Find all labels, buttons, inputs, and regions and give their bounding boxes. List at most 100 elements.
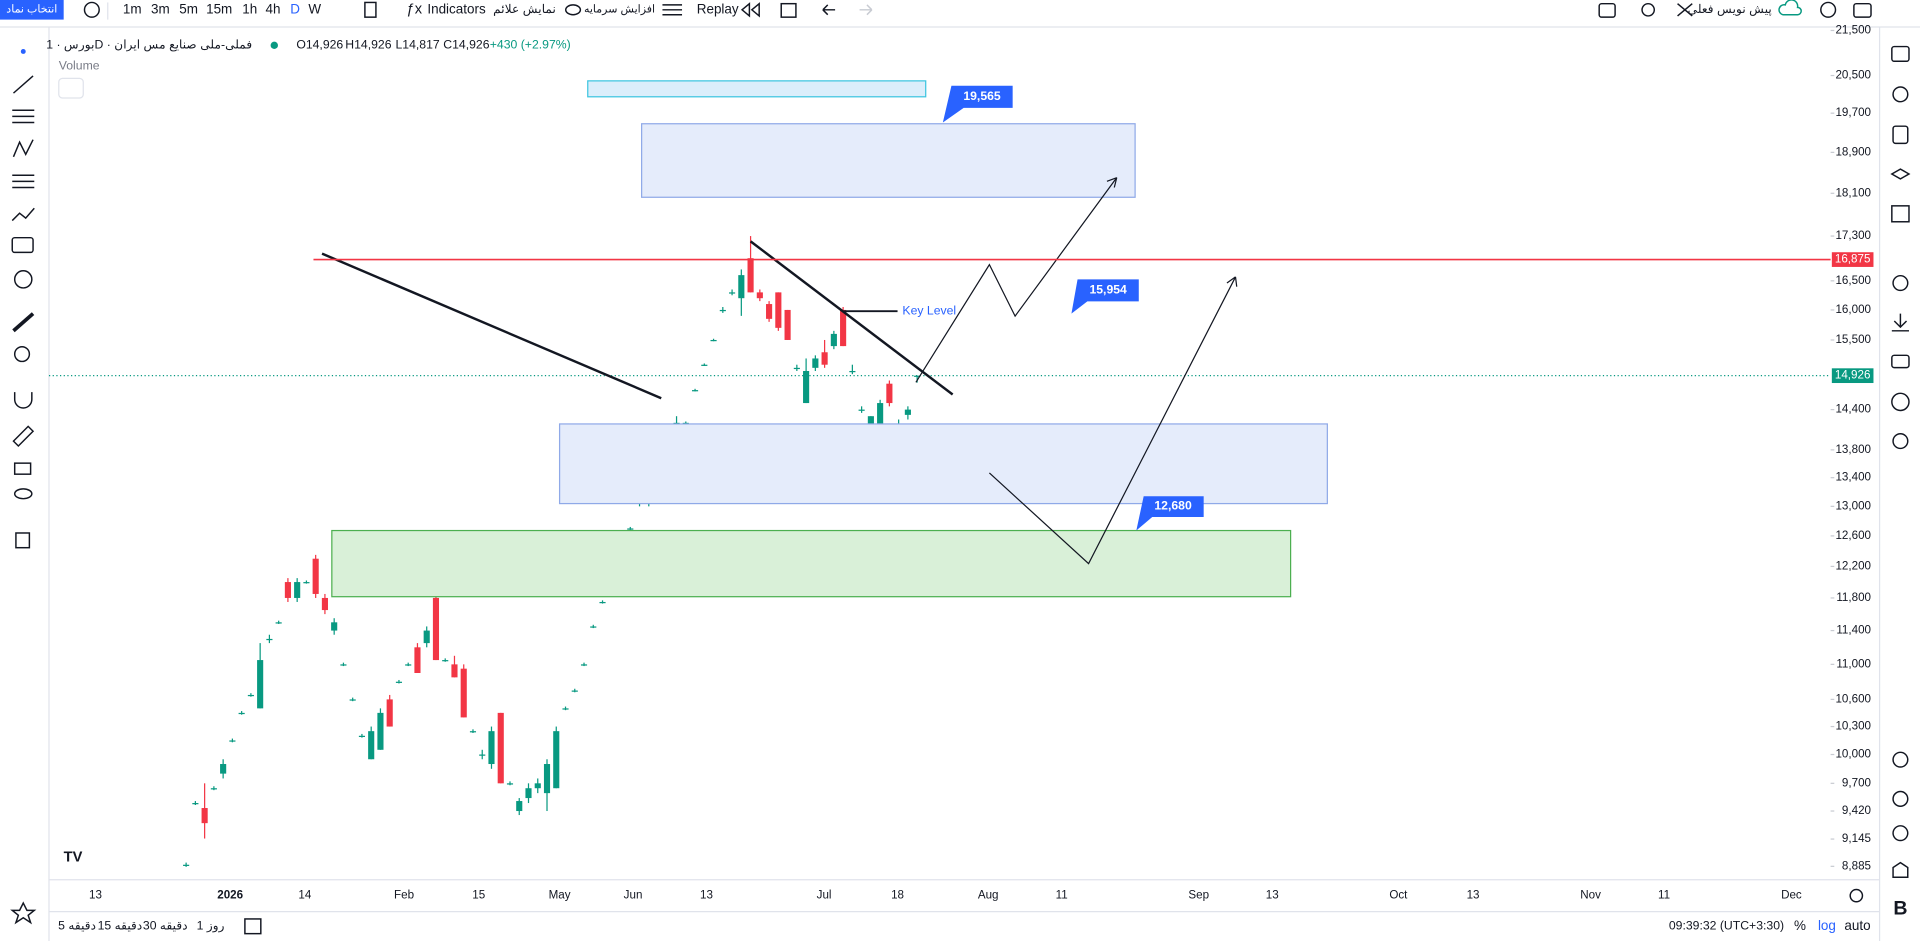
news-button[interactable] [1892,125,1909,145]
range-button[interactable]: 1 روز [197,919,225,933]
y-tick-label: 9,420 [1842,804,1872,817]
hide-tool[interactable] [13,488,33,500]
support-button[interactable] [1892,790,1909,807]
log-toggle[interactable]: log [1818,918,1836,933]
settings-button[interactable] [1820,1,1837,18]
candle-body [294,582,301,598]
chat-button[interactable] [1892,751,1909,768]
fib-tool[interactable] [12,109,35,124]
price-tag [1831,368,1874,384]
axis-settings[interactable] [1849,888,1864,903]
ruler-tool[interactable] [12,312,35,333]
brand-icon: B [1893,897,1907,919]
trend-line-tool[interactable] [12,75,34,94]
interval-button[interactable]: D [290,1,300,16]
candle-body [488,731,495,765]
zoom-tool[interactable] [13,346,31,363]
settings-icon [662,4,683,16]
candle-body [886,383,893,404]
undo[interactable] [822,4,836,16]
percent-toggle[interactable]: % [1794,918,1806,933]
candle-body [775,292,782,328]
target-callout [1071,279,1139,314]
symbol-button[interactable] [0,0,64,20]
download-button[interactable] [1891,313,1909,332]
expand-icon[interactable] [1677,3,1693,17]
date-range[interactable] [244,918,262,935]
candle-body [627,528,634,530]
signals-button[interactable]: نمایش علائم [493,2,556,16]
snapshot-button[interactable] [1853,2,1872,18]
redo[interactable] [859,4,873,16]
add-symbol[interactable] [83,1,100,18]
search-icon[interactable] [1641,2,1656,17]
emoji-tool[interactable] [13,270,33,289]
profile-button[interactable] [1891,392,1910,412]
range-button[interactable]: 15 دقیقه [98,919,143,933]
candle-body [830,333,837,347]
text-tool[interactable] [11,236,34,254]
favorites[interactable] [10,901,37,925]
interval-button[interactable]: 5m [179,1,198,16]
layout-icon[interactable] [780,2,797,18]
candle-body [914,375,921,377]
key-level-label: Key Level [902,303,956,317]
layers-button[interactable] [1890,168,1911,180]
eye-icon [564,4,582,16]
layout-name[interactable]: پیش نویس فعلی [1688,2,1772,16]
capital-button[interactable]: افزایش سرمایه [584,4,655,16]
candle-body [358,735,365,738]
interval-button[interactable]: 1h [242,1,257,16]
interval-button[interactable]: 3m [151,1,170,16]
path-arrow [915,177,1118,383]
fullscreen-toggle[interactable] [1598,2,1616,18]
account-button[interactable] [1891,354,1910,369]
candle-body [599,601,606,604]
indicators-button[interactable]: Indicators [427,1,486,16]
calendar-button[interactable] [1891,205,1910,223]
projection-tool[interactable] [11,207,35,222]
drawings: Key Level 19,565 15,954 12,680 [313,80,1831,598]
legend-low: L14,817 [396,38,440,52]
cloud-icon [1778,0,1802,16]
x-tick-label: Oct [1389,889,1408,902]
cursor-tool[interactable] [20,49,26,54]
support-zone [558,423,1328,505]
x-tick-label: 14 [298,889,311,902]
top-toolbar [0,0,1920,27]
y-tick-label: 10,600 [1835,692,1871,705]
candle-body [784,309,791,340]
range-button[interactable]: 5 دقیقه [58,919,96,933]
pattern-tool[interactable] [12,139,34,158]
range-button[interactable]: 30 دقیقه [143,919,188,933]
lock-tool[interactable] [13,462,32,475]
interval-button[interactable]: 15m [206,1,232,16]
interval-button[interactable]: W [308,1,321,16]
forecast-tool[interactable] [12,174,35,189]
watchlist-button[interactable] [1891,45,1910,62]
candle-body [340,664,347,666]
x-tick-label: 13 [1266,889,1279,902]
candle-body [691,390,699,392]
auto-toggle[interactable]: auto [1844,918,1870,933]
magnet-tool[interactable] [13,392,33,409]
replay-button[interactable]: Replay [697,1,739,16]
settings-button[interactable] [1892,274,1909,292]
help-button[interactable] [1892,825,1909,842]
alerts-button[interactable] [1892,86,1909,103]
y-tick-label: 11,400 [1836,624,1871,637]
interval-button[interactable]: 4h [266,1,281,16]
interval-button[interactable]: 1m [123,1,142,16]
legend-change: +430 (+2.97%) [490,38,571,52]
share-button[interactable] [1892,433,1909,450]
collapse-legend[interactable] [58,77,84,99]
candle-body [497,712,504,784]
candle-body [275,622,282,624]
symbol-button-text[interactable]: انتخاب نماد [6,4,57,16]
chart-type[interactable] [364,1,377,18]
volume-label: Volume [59,58,100,72]
home-button[interactable] [1892,861,1909,879]
y-tick-label: 11,800 [1836,591,1871,604]
remove-tool[interactable] [15,532,31,549]
draw-mode[interactable] [12,425,35,448]
